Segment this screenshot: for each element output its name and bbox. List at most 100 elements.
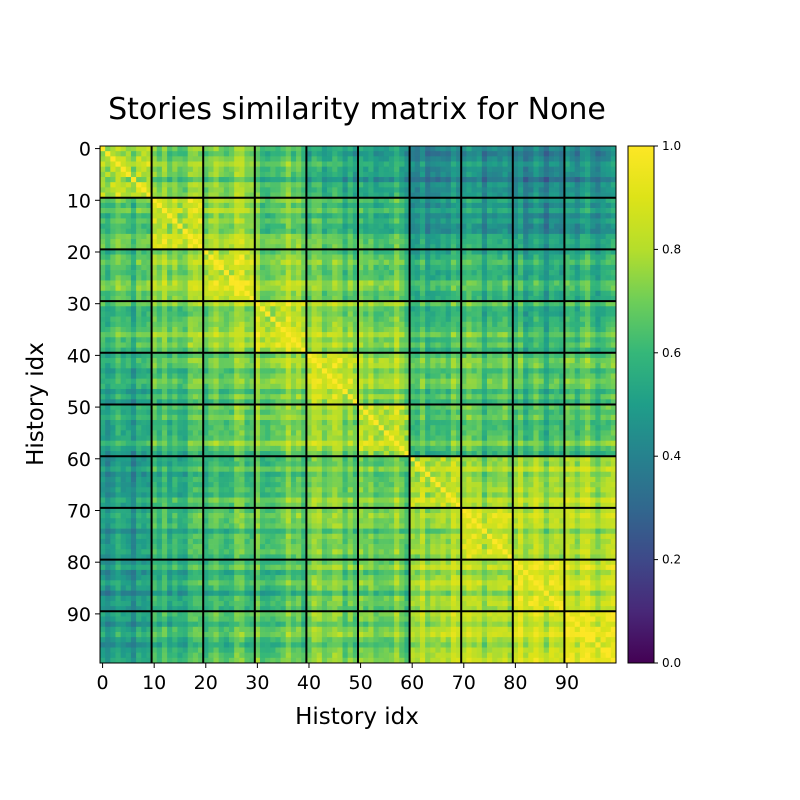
heatmap-cell [466,285,472,292]
heatmap-cell [502,151,508,157]
heatmap-cell [528,259,534,266]
heatmap-cell [115,383,121,390]
heatmap-cell [543,228,550,235]
heatmap-cell [502,233,508,240]
heatmap-cell [388,223,395,230]
heatmap-cell [456,202,462,209]
heatmap-cell [192,264,199,271]
heatmap-cell [254,295,261,302]
heatmap-cell [548,295,555,302]
heatmap-cell [270,306,276,312]
heatmap-cell [285,223,292,230]
heatmap-cell [445,182,452,188]
heatmap-cell [275,264,281,271]
heatmap-cell [223,311,230,317]
heatmap-cell [383,187,390,193]
heatmap-cell [347,213,354,219]
heatmap-cell [523,373,529,379]
heatmap-cell [249,383,256,390]
heatmap-cell [569,399,576,405]
heatmap-cell [146,197,152,204]
heatmap-cell [538,311,545,317]
heatmap-cell [167,146,173,152]
heatmap-cell [100,373,106,379]
heatmap-cell [130,352,137,359]
heatmap-cell [218,218,225,224]
heatmap-cell [590,146,596,152]
heatmap-cell [538,332,545,338]
heatmap-cell [110,270,116,276]
heatmap-cell [543,337,550,343]
heatmap-cell [218,357,225,364]
heatmap-cell [559,275,565,281]
heatmap-cell [502,326,508,333]
heatmap-cell [487,321,493,328]
heatmap-cell [600,182,607,188]
heatmap-cell [172,275,178,281]
heatmap-cell [481,357,488,364]
heatmap-cell [363,187,369,193]
heatmap-cell [430,332,436,338]
heatmap-cell [425,352,431,359]
heatmap-cell [399,270,405,276]
heatmap-cell [156,337,163,343]
heatmap-cell [610,295,617,302]
heatmap-cell [388,347,395,354]
heatmap-cell [554,156,560,162]
heatmap-cell [548,254,555,261]
heatmap-cell [461,352,467,359]
heatmap-cell [239,161,245,168]
heatmap-cell [579,254,586,261]
heatmap-cell [363,182,369,188]
heatmap-cell [146,187,152,193]
heatmap-cell [363,264,369,271]
heatmap-cell [507,202,514,209]
heatmap-cell [254,290,261,297]
heatmap-cell [409,311,416,317]
heatmap-cell [218,275,225,281]
heatmap-cell [481,378,488,385]
heatmap-cell [517,316,524,323]
heatmap-cell [409,223,416,230]
heatmap-cell [523,166,529,173]
heatmap-cell [430,321,436,328]
heatmap-cell [229,264,235,271]
heatmap-cell [100,233,106,240]
heatmap-cell [394,202,400,209]
heatmap-cell [218,394,225,400]
heatmap-cell [172,228,178,235]
heatmap-cell [259,388,266,395]
heatmap-cell [290,177,297,183]
heatmap-cell [316,357,323,364]
heatmap-cell [249,337,256,343]
heatmap-cell [569,218,576,224]
heatmap-cell [440,213,447,219]
heatmap-cell [445,218,452,224]
heatmap-cell [316,337,323,343]
heatmap-cell [404,228,410,235]
heatmap-cell [244,347,250,354]
heatmap-cell [337,399,343,405]
heatmap-cell [130,239,137,245]
heatmap-cell [492,311,498,317]
heatmap-cell [368,244,374,250]
heatmap-cell [301,156,307,162]
heatmap-cell [141,218,147,224]
heatmap-cell [373,337,379,343]
heatmap-cell [610,275,617,281]
heatmap-cell [141,357,147,364]
heatmap-cell [492,388,498,395]
heatmap-cell [585,177,591,183]
heatmap-cell [358,156,364,162]
heatmap-cell [156,347,163,354]
heatmap-cell [347,332,354,338]
heatmap-cell [218,146,225,152]
heatmap-cell [600,316,607,323]
heatmap-cell [172,166,178,173]
heatmap-cell [321,156,328,162]
heatmap-cell [290,285,297,292]
heatmap-cell [306,187,312,193]
heatmap-cell [378,208,385,214]
heatmap-cell [533,326,539,333]
heatmap-cell [337,146,343,152]
